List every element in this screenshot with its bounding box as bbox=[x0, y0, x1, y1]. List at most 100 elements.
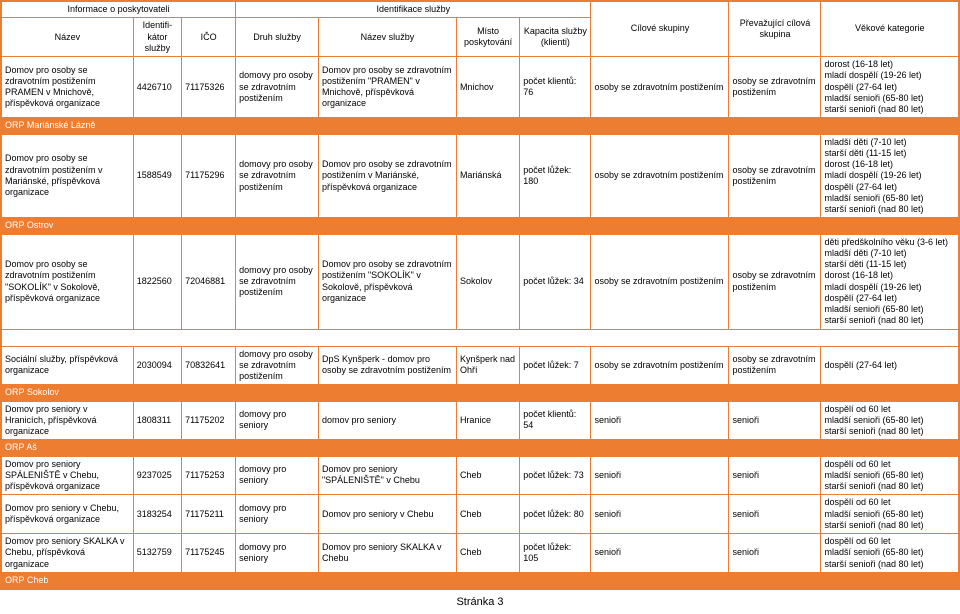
cell-nazev: Domov pro seniory v Chebu, příspěvková o… bbox=[1, 495, 133, 534]
cell-ico: 71175211 bbox=[182, 495, 236, 534]
cell-cilove: osoby se zdravotním postižením bbox=[591, 134, 729, 218]
cell-cilove: senioři bbox=[591, 495, 729, 534]
cell-misto: Kynšperk nad Ohří bbox=[456, 346, 519, 385]
cell-druh: domovy pro seniory bbox=[236, 456, 319, 495]
page-footer: Stránka 3 bbox=[0, 590, 960, 614]
cell-vekove: dospělí od 60 let mladší senioři (65-80 … bbox=[821, 495, 959, 534]
cell-cilove: osoby se zdravotním postižením bbox=[591, 234, 729, 329]
cell-nazev: Domov pro osoby se zdravotním postižením… bbox=[1, 234, 133, 329]
cell-druh: domovy pro osoby se zdravotním postižení… bbox=[236, 346, 319, 385]
cell-ico: 71175245 bbox=[182, 534, 236, 573]
header-cilove: Cílové skupiny bbox=[591, 1, 729, 57]
cell-vekove: dorost (16-18 let) mladí dospělí (19-26 … bbox=[821, 57, 959, 118]
cell-druh: domovy pro seniory bbox=[236, 534, 319, 573]
cell-nazev-sluzby: domov pro seniory bbox=[318, 401, 456, 440]
table-row: Domov pro osoby se zdravotním postižením… bbox=[1, 134, 959, 218]
orp-band-cheb: ORP Cheb bbox=[1, 572, 959, 589]
header-ico: IČO bbox=[182, 18, 236, 57]
cell-nazev: Domov pro osoby se zdravotním postižením… bbox=[1, 57, 133, 118]
cell-nazev: Domov pro osoby se zdravotním postižením… bbox=[1, 134, 133, 218]
cell-nazev-sluzby: Domov pro osoby se zdravotním postižením… bbox=[318, 57, 456, 118]
cell-id: 1808311 bbox=[133, 401, 181, 440]
header-druh: Druh služby bbox=[236, 18, 319, 57]
cell-id: 1588549 bbox=[133, 134, 181, 218]
cell-prevazujici: osoby se zdravotním postižením bbox=[729, 57, 821, 118]
cell-nazev-sluzby: Domov pro seniory SKALKA v Chebu bbox=[318, 534, 456, 573]
table-row: Domov pro osoby se zdravotním postižením… bbox=[1, 57, 959, 118]
cell-id: 4426710 bbox=[133, 57, 181, 118]
cell-druh: domovy pro seniory bbox=[236, 401, 319, 440]
cell-cilove: osoby se zdravotním postižením bbox=[591, 346, 729, 385]
cell-kapacita: počet lůžek: 180 bbox=[520, 134, 591, 218]
header-identifikator: Identifi-kátor služby bbox=[133, 18, 181, 57]
cell-misto: Mnichov bbox=[456, 57, 519, 118]
header-identifikace: Identifikace služby bbox=[236, 1, 591, 18]
cell-id: 1822560 bbox=[133, 234, 181, 329]
cell-ico: 71175326 bbox=[182, 57, 236, 118]
cell-prevazujici: osoby se zdravotním postižením bbox=[729, 234, 821, 329]
orp-band-ostrov: ORP Ostrov bbox=[1, 218, 959, 234]
gap-row bbox=[1, 329, 959, 346]
cell-druh: domovy pro osoby se zdravotním postižení… bbox=[236, 134, 319, 218]
orp-label: ORP Aš bbox=[1, 440, 959, 456]
cell-prevazujici: senioři bbox=[729, 534, 821, 573]
cell-vekove: děti předškolního věku (3-6 let) mladší … bbox=[821, 234, 959, 329]
table-row: Sociální služby, příspěvková organizace … bbox=[1, 346, 959, 385]
cell-nazev-sluzby: DpS Kynšperk - domov pro osoby se zdravo… bbox=[318, 346, 456, 385]
cell-vekove: dospělí od 60 let mladší senioři (65-80 … bbox=[821, 456, 959, 495]
cell-misto: Sokolov bbox=[456, 234, 519, 329]
cell-nazev: Domov pro seniory v Hranicích, příspěvko… bbox=[1, 401, 133, 440]
cell-prevazujici: senioři bbox=[729, 401, 821, 440]
cell-misto: Cheb bbox=[456, 495, 519, 534]
cell-cilove: senioři bbox=[591, 456, 729, 495]
cell-id: 3183254 bbox=[133, 495, 181, 534]
header-prevazujici: Převažující cílová skupina bbox=[729, 1, 821, 57]
cell-ico: 71175202 bbox=[182, 401, 236, 440]
cell-kapacita: počet lůžek: 105 bbox=[520, 534, 591, 573]
table-row: Domov pro seniory v Chebu, příspěvková o… bbox=[1, 495, 959, 534]
cell-kapacita: počet lůžek: 34 bbox=[520, 234, 591, 329]
cell-vekove: dospělí od 60 let mladší senioři (65-80 … bbox=[821, 534, 959, 573]
cell-ico: 71175296 bbox=[182, 134, 236, 218]
cell-prevazujici: senioři bbox=[729, 456, 821, 495]
services-table: Informace o poskytovateli Identifikace s… bbox=[0, 0, 960, 590]
cell-ico: 70832641 bbox=[182, 346, 236, 385]
cell-kapacita: počet klientů: 76 bbox=[520, 57, 591, 118]
table-row: Domov pro seniory SPÁLENIŠTĚ v Chebu, př… bbox=[1, 456, 959, 495]
orp-label: ORP Sokolov bbox=[1, 385, 959, 401]
cell-prevazujici: osoby se zdravotním postižením bbox=[729, 134, 821, 218]
cell-prevazujici: senioři bbox=[729, 495, 821, 534]
cell-ico: 72046881 bbox=[182, 234, 236, 329]
orp-label: ORP Cheb bbox=[1, 572, 959, 589]
cell-cilove: senioři bbox=[591, 401, 729, 440]
cell-misto: Mariánská bbox=[456, 134, 519, 218]
cell-id: 5132759 bbox=[133, 534, 181, 573]
cell-druh: domovy pro osoby se zdravotním postižení… bbox=[236, 234, 319, 329]
cell-nazev-sluzby: Domov pro osoby se zdravotním postižením… bbox=[318, 134, 456, 218]
cell-kapacita: počet lůžek: 73 bbox=[520, 456, 591, 495]
cell-druh: domovy pro seniory bbox=[236, 495, 319, 534]
cell-misto: Cheb bbox=[456, 534, 519, 573]
cell-id: 9237025 bbox=[133, 456, 181, 495]
cell-kapacita: počet lůžek: 80 bbox=[520, 495, 591, 534]
orp-label: ORP Mariánské Lázně bbox=[1, 118, 959, 134]
cell-prevazujici: osoby se zdravotním postižením bbox=[729, 346, 821, 385]
cell-nazev: Domov pro seniory SKALKA v Chebu, příspě… bbox=[1, 534, 133, 573]
cell-vekove: mladší děti (7-10 let) starší děti (11-1… bbox=[821, 134, 959, 218]
header-informace: Informace o poskytovateli bbox=[1, 1, 236, 18]
header-nazev: Název bbox=[1, 18, 133, 57]
header-misto: Místo poskytování bbox=[456, 18, 519, 57]
cell-nazev-sluzby: Domov pro osoby se zdravotním postižením… bbox=[318, 234, 456, 329]
cell-vekove: dospělí od 60 let mladší senioři (65-80 … bbox=[821, 401, 959, 440]
header-nazev-sluzby: Název služby bbox=[318, 18, 456, 57]
orp-band-sokolov: ORP Sokolov bbox=[1, 385, 959, 401]
cell-ico: 71175253 bbox=[182, 456, 236, 495]
orp-band-as: ORP Aš bbox=[1, 440, 959, 456]
table-header: Informace o poskytovateli Identifikace s… bbox=[1, 1, 959, 57]
cell-misto: Hranice bbox=[456, 401, 519, 440]
table-row: Domov pro seniory SKALKA v Chebu, příspě… bbox=[1, 534, 959, 573]
cell-nazev-sluzby: Domov pro seniory v Chebu bbox=[318, 495, 456, 534]
orp-label: ORP Ostrov bbox=[1, 218, 959, 234]
cell-druh: domovy pro osoby se zdravotním postižení… bbox=[236, 57, 319, 118]
cell-nazev: Domov pro seniory SPÁLENIŠTĚ v Chebu, př… bbox=[1, 456, 133, 495]
